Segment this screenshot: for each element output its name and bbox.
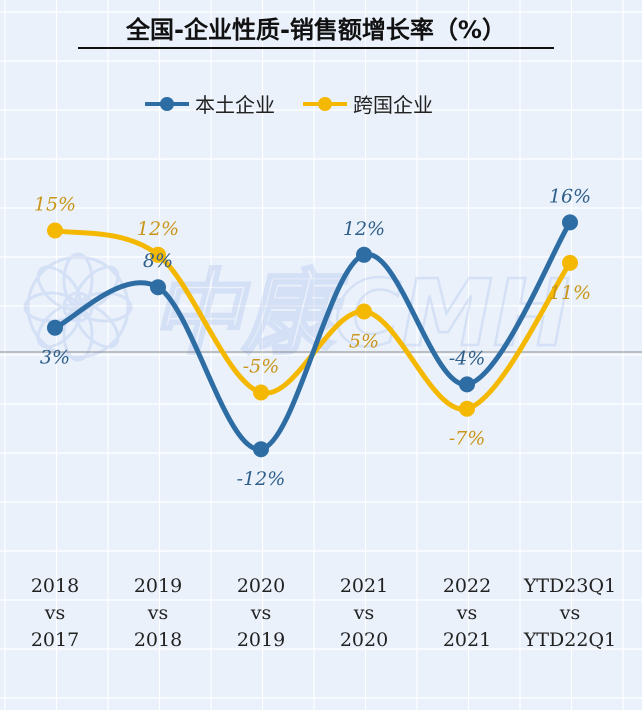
data-label: 12% — [137, 218, 179, 240]
x-tick-label-line: 2022 — [443, 575, 491, 597]
chart-title-group: 全国-企业性质-销售额增长率（%） — [78, 16, 554, 49]
data-label: 16% — [549, 185, 591, 207]
data-label: 3% — [40, 347, 70, 369]
series-local: 3% 8% -12% 12% -4% 16% — [40, 185, 591, 490]
watermark: 中康CMH — [23, 252, 571, 368]
data-label: -7% — [449, 428, 486, 450]
data-point — [562, 214, 578, 231]
x-tick-label-line: vs — [353, 602, 374, 624]
x-axis-labels: 2018vs20172019vs20182020vs20192021vs2020… — [31, 575, 616, 651]
data-label: 11% — [549, 282, 591, 304]
data-label: 8% — [143, 250, 173, 272]
data-point — [253, 384, 269, 401]
legend-marker — [160, 97, 174, 111]
x-tick-label-line: 2020 — [340, 629, 388, 651]
x-tick-label-line: vs — [456, 602, 477, 624]
x-tick-label-line: 2019 — [134, 575, 182, 597]
x-tick-label-line: 2017 — [31, 629, 79, 651]
chart-title: 全国-企业性质-销售额增长率（%） — [125, 16, 506, 44]
x-tick-label: 2022 vs 2021 — [443, 575, 491, 651]
legend-item: 本土企业 — [145, 93, 275, 117]
legend: 本土企业 跨国企业 — [145, 93, 433, 117]
data-label: 15% — [34, 194, 76, 216]
x-tick-label: 2019 vs 2018 — [134, 575, 182, 651]
x-tick-label-line: vs — [559, 602, 580, 624]
data-point — [459, 400, 475, 417]
series-layer: 15% 12% -5% 5% -7% 11% 3% 8% -12% 12% -4% 16% — [34, 185, 591, 490]
data-point — [356, 246, 372, 263]
data-point — [150, 279, 166, 296]
data-point — [47, 222, 63, 239]
x-tick-label: 2020 vs 2019 — [237, 575, 285, 651]
x-tick-label-line: 2018 — [134, 629, 182, 651]
x-tick-label-line: 2019 — [237, 629, 285, 651]
x-tick-label: 2021 vs 2020 — [340, 575, 388, 651]
x-tick-label-line: 2021 — [340, 575, 388, 597]
legend-marker — [318, 97, 332, 111]
data-label: -12% — [237, 468, 286, 490]
x-tick-label-line: vs — [44, 602, 65, 624]
x-tick-label-line: 2020 — [237, 575, 285, 597]
x-tick-label-line: 2021 — [443, 629, 491, 651]
x-tick-label-line: vs — [147, 602, 168, 624]
x-tick-label-line: vs — [250, 602, 271, 624]
data-label: 5% — [349, 331, 379, 353]
data-point — [253, 441, 269, 458]
x-tick-label-line: YTD22Q1 — [523, 629, 616, 651]
data-point — [562, 254, 578, 271]
x-tick-label: 2018 vs 2017 — [31, 575, 79, 651]
watermark-flower-icon — [23, 252, 133, 362]
data-point — [150, 246, 166, 263]
legend-label: 本土企业 — [195, 93, 275, 117]
x-tick-label-line: YTD23Q1 — [523, 575, 616, 597]
data-point — [47, 319, 63, 336]
x-tick-label-line: 2018 — [31, 575, 79, 597]
data-label: -4% — [449, 347, 486, 369]
series-multinational: 15% 12% -5% 5% -7% 11% — [34, 194, 591, 450]
data-label: -5% — [243, 356, 280, 378]
legend-label: 跨国企业 — [353, 93, 433, 117]
data-point — [356, 303, 372, 320]
data-point — [459, 376, 475, 393]
data-label: 12% — [343, 218, 385, 240]
x-tick-label: YTD23Q1 vs YTD22Q1 — [523, 575, 616, 651]
legend-item: 跨国企业 — [303, 93, 433, 117]
